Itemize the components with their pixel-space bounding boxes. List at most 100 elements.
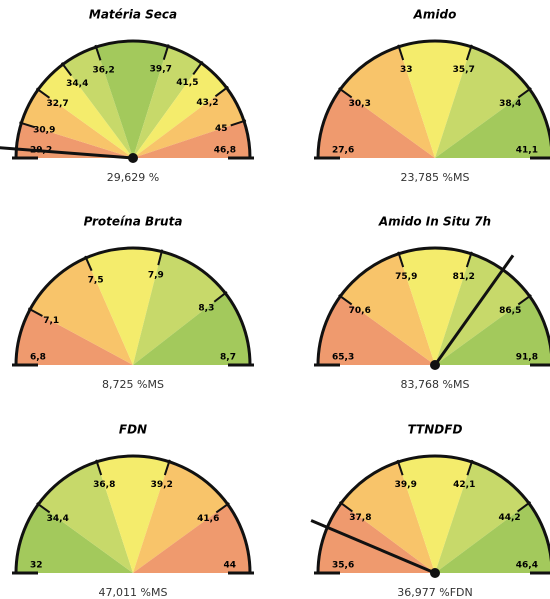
gauge-band [38,64,133,158]
gauge-outline [316,39,550,159]
tick-mark [162,44,170,61]
tick-label: 30,3 [349,99,371,109]
value-label: 29,629 % [107,171,159,184]
tick-mark [466,459,474,476]
tick-label: 39,7 [150,65,172,75]
tick-mark [397,251,405,268]
gauge-band [38,461,133,573]
tick-label: 46,8 [214,146,236,156]
value-label: 47,011 %MS [99,586,168,599]
value-label: 83,768 %MS [401,378,470,391]
tick-label: 33 [400,65,413,75]
tick-label: 46,4 [516,561,538,571]
value-label: 23,785 %MS [401,171,470,184]
gauge-band [21,89,133,158]
gauge-outline [14,454,252,574]
needle-hub [430,360,440,370]
gauge-band [133,461,228,573]
tick-mark [465,44,473,61]
tick-mark [517,501,532,513]
gauge-outline [14,39,252,159]
gauge-outline [14,246,252,366]
tick-label: 39,9 [395,480,417,490]
tick-label: 91,8 [516,353,538,363]
tick-mark [35,87,51,99]
tick-label: 30,9 [33,126,55,136]
gauge-band [435,89,550,158]
tick-mark [94,44,102,61]
tick-label: 35,6 [332,561,354,571]
tick-label: 43,2 [196,98,218,108]
gauge-title: Amido In Situ 7h [378,215,491,229]
gauge-band [341,461,435,573]
gauge-band [133,504,250,573]
gauge-band [133,251,226,365]
tick-label: 70,6 [349,306,371,316]
gauge-band [340,46,435,158]
gauge-band [398,248,472,365]
tick-mark [36,502,51,514]
tick-label: 38,4 [499,99,521,109]
tick-label: 27,6 [332,146,354,156]
needle-hub [128,153,138,163]
tick-mark [60,62,73,77]
gauge-band [133,121,250,158]
gauge-band [318,296,435,365]
tick-label: 41,1 [516,146,538,156]
tick-label: 41,5 [176,78,198,88]
gauge-band [96,41,168,159]
needle-hub [430,568,440,578]
needle [0,146,134,160]
tick-mark [338,501,353,513]
tick-label: 7,5 [88,275,104,285]
tick-label: 65,3 [332,353,354,363]
tick-mark [397,44,405,61]
tick-label: 8,3 [198,303,214,313]
gauge-band [398,456,472,573]
gauge-title: FDN [119,423,147,437]
tick-mark [84,255,93,272]
tick-label: 7,9 [148,270,164,280]
tick-mark [338,294,353,306]
gauge-band [86,248,162,365]
tick-label: 37,8 [349,513,371,523]
tick-label: 41,6 [197,514,219,524]
tick-label: 44 [223,561,236,571]
gauge-band [435,46,530,158]
gauge-band [16,123,133,158]
gauge-title: Amido [413,8,457,22]
tick-label: 36,2 [93,65,115,75]
tick-label: 39,2 [151,480,173,490]
gauge-title: TTNDFD [408,423,463,437]
gauge-band [133,293,250,365]
tick-mark [517,87,532,99]
gauge-band [96,456,170,573]
gauge-band [133,87,245,158]
tick-mark [27,307,43,317]
gauge-outline [316,246,550,366]
gauge-band [16,309,133,365]
value-label: 36,977 %FDN [397,586,472,599]
gauge-band [16,504,133,573]
tick-label: 34,4 [66,79,88,89]
gauge-band [435,253,530,365]
tick-label: 42,1 [453,480,475,490]
tick-label: 34,4 [47,514,69,524]
gauge-outline [316,454,550,574]
tick-mark [338,87,353,99]
tick-label: 35,7 [453,65,475,75]
tick-label: 32 [30,561,43,571]
tick-label: 8,7 [220,353,236,363]
tick-mark [95,459,103,476]
tick-mark [157,249,164,266]
tick-label: 6,8 [30,353,46,363]
tick-label: 36,8 [93,480,115,490]
tick-mark [215,502,230,514]
value-label: 8,725 %MS [102,378,164,391]
tick-mark [465,251,473,268]
gauge-band [318,89,435,158]
tick-mark [396,459,404,476]
gauge-title: Matéria Seca [89,8,177,22]
needle [310,519,436,575]
